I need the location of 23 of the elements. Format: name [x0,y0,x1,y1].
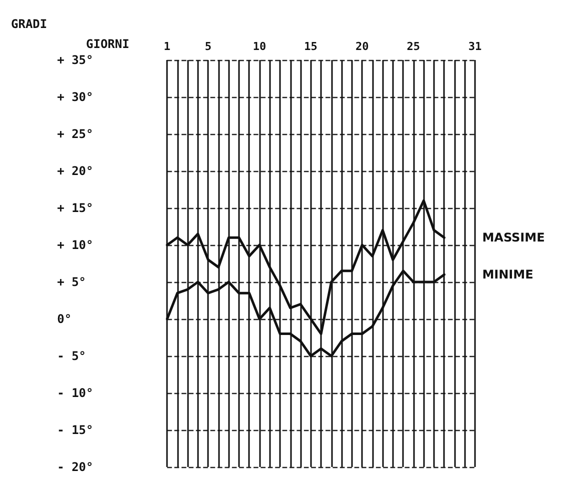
y-tick-label: - 20° [57,460,94,474]
y-tick-label: - 10° [57,386,94,400]
y-tick-label: 0° [57,312,72,326]
x-tick-label: 20 [355,40,369,53]
y-tick-label: + 30° [57,90,94,104]
text: MINIME [482,268,534,282]
y-tick-label: + 5° [57,275,86,289]
y-tick-label: + 15° [57,201,94,215]
x-tick-label: 31 [468,40,482,53]
text: MASSIME [482,230,545,245]
y-tick-label: + 35° [57,53,94,67]
x-tick-label: 1 [164,40,171,53]
x-tick-label: 25 [406,40,420,53]
x-tick-label: 5 [204,40,212,53]
x-tick-label: 15 [304,40,318,53]
y-tick-label: + 25° [57,127,94,141]
y-tick-label: + 20° [57,164,94,178]
y-axis-title: GRADI [11,17,48,31]
x-axis-title: GIORNI [86,37,130,51]
y-tick-label: - 15° [57,423,94,437]
y-tick-label: - 5° [57,349,86,363]
x-tick-label: 10 [252,40,266,53]
y-tick-label: + 10° [57,238,94,252]
